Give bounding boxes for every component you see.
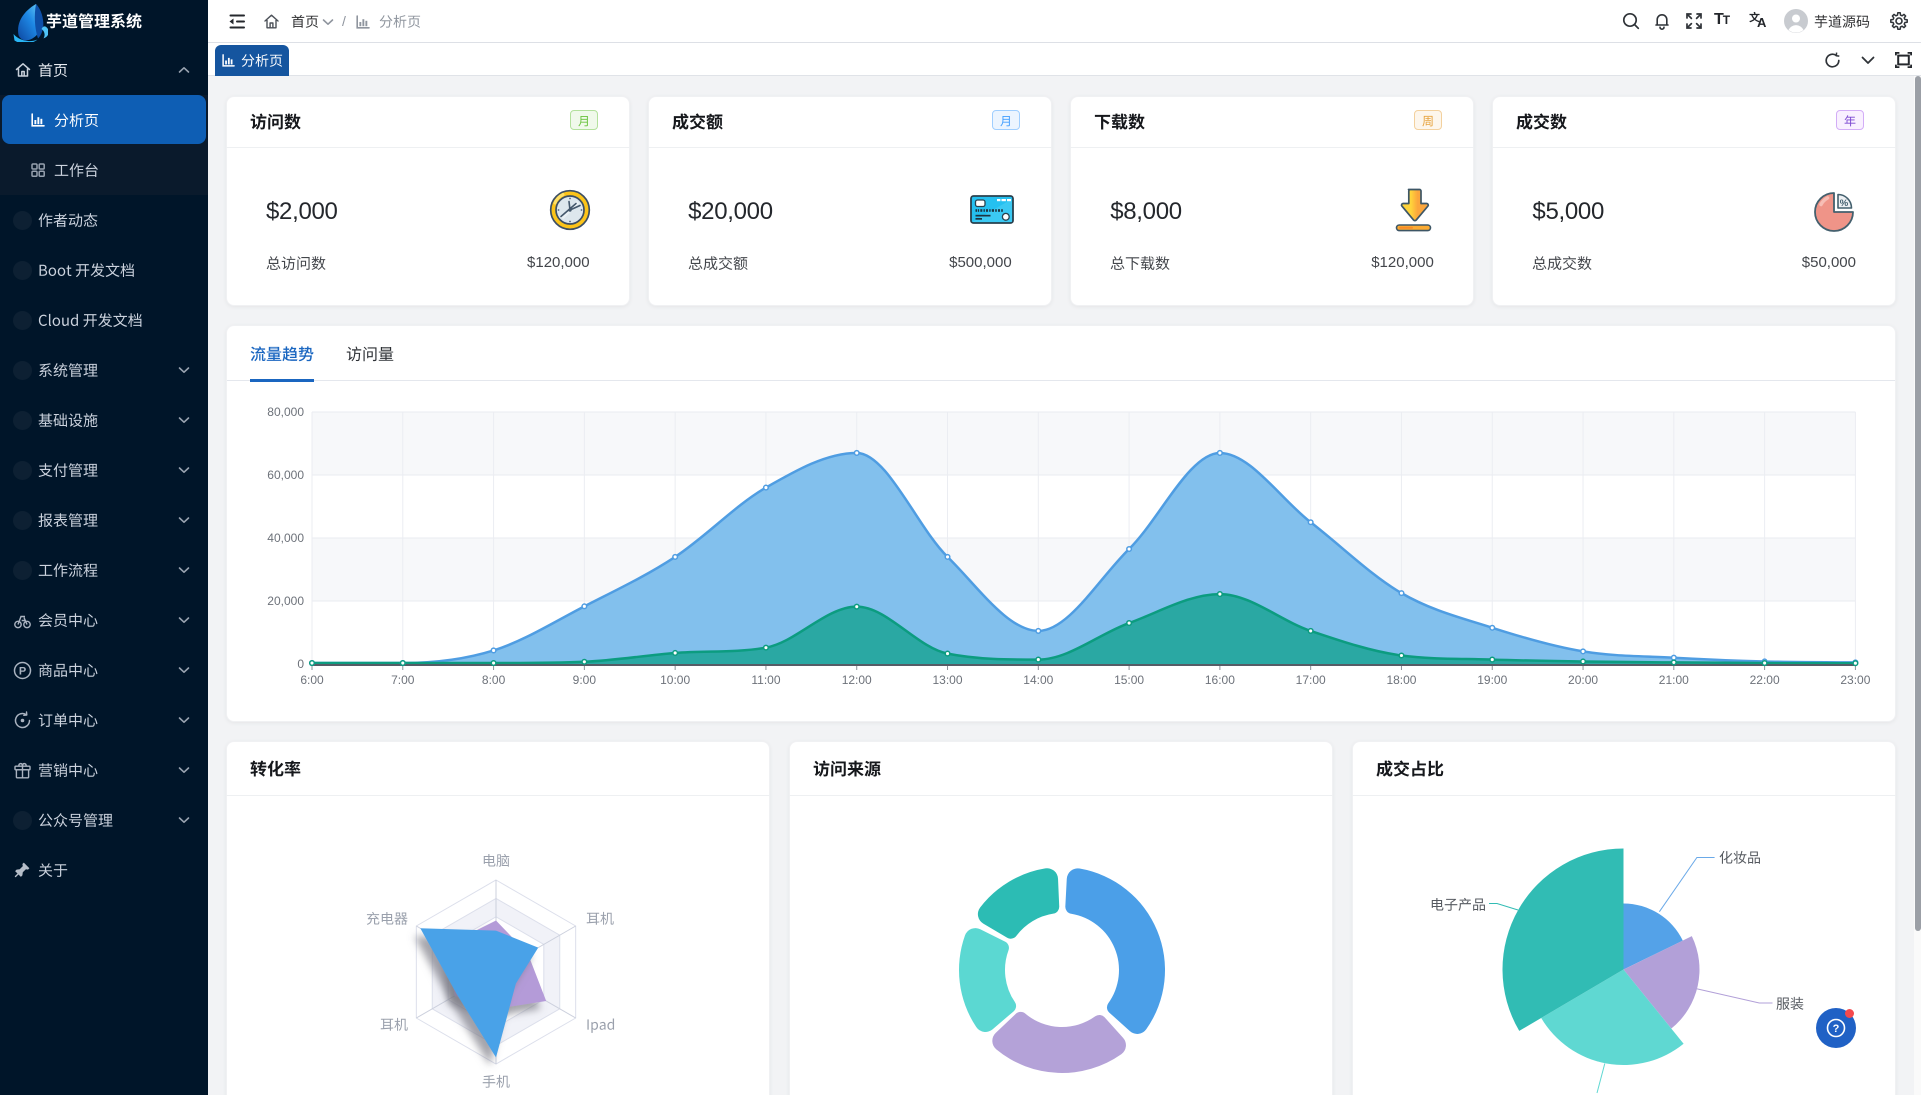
svg-text:%: %: [1840, 198, 1849, 209]
svg-text:P: P: [19, 665, 26, 677]
svg-text:?: ?: [1833, 1023, 1840, 1035]
